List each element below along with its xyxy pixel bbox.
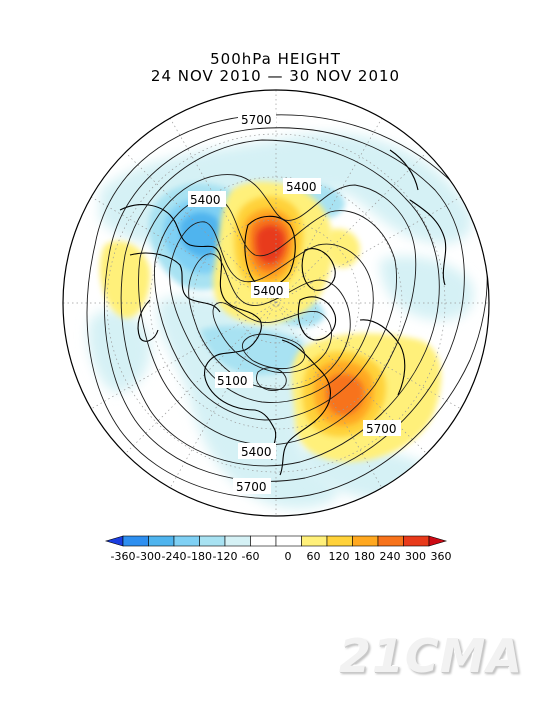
height-contours <box>86 114 488 499</box>
map-subtitle: 24 NOV 2010 — 30 NOV 2010 <box>150 67 401 85</box>
colorbar-segment <box>352 535 379 547</box>
colorbar-tick-label: 60 <box>307 550 321 563</box>
watermark-logo: 21CMA <box>338 629 523 683</box>
contour-label: 5100 <box>217 374 248 388</box>
colorbar-tick-label: -180 <box>187 550 212 563</box>
contour-label: 5400 <box>253 284 284 298</box>
colorbar-tick-label: 180 <box>354 550 375 563</box>
colorbar-tick-label: -360 <box>111 550 136 563</box>
contour-label: 5700 <box>366 422 397 436</box>
colorbar-segment <box>173 535 200 547</box>
colorbar-segment <box>301 535 328 547</box>
contour-label: 5400 <box>190 193 221 207</box>
colorbar-tick-label: -120 <box>213 550 238 563</box>
contour-label-bg <box>188 191 226 207</box>
colorbar-segment <box>122 535 149 547</box>
colorbar-tick-label: 360 <box>431 550 452 563</box>
colorbar-arrow-high <box>428 535 448 547</box>
colorbar-tick-label: -240 <box>162 550 187 563</box>
colorbar-segment <box>250 535 277 547</box>
colorbar: -360 -300 -240 -180 -120 -60 0 60 120 180 240 300 36… <box>104 535 452 563</box>
contour-label-bg <box>215 372 253 388</box>
contour-label-bg <box>251 282 289 298</box>
contour-label-group: 5700 5400 5400 5400 5100 5700 5400 5700 <box>188 111 401 494</box>
contour-label: 5400 <box>286 180 317 194</box>
contour-label: 5700 <box>241 113 272 127</box>
contour-label: 5400 <box>241 445 272 459</box>
colorbar-segment <box>275 535 302 547</box>
colorbar-tick-label: 120 <box>329 550 350 563</box>
colorbar-segment <box>326 535 353 547</box>
colorbar-segment <box>403 535 430 547</box>
colorbar-segment <box>224 535 251 547</box>
contour-label-bg <box>233 478 271 494</box>
contour-label-bg <box>238 111 276 127</box>
map-title: 500hPa HEIGHT <box>210 50 341 68</box>
colorbar-tick-label: 240 <box>380 550 401 563</box>
colorbar-segment <box>148 535 175 547</box>
colorbar-tick-label: -60 <box>242 550 260 563</box>
colorbar-tick-label: 0 <box>285 550 292 563</box>
colorbar-tick-label: -300 <box>136 550 161 563</box>
globe-outline <box>62 89 490 517</box>
colorbar-segment <box>199 535 226 547</box>
contour-label-bg <box>238 443 276 459</box>
contour-label-bg <box>283 178 321 194</box>
colorbar-tick-label: 300 <box>405 550 426 563</box>
colorbar-segment <box>377 535 404 547</box>
contour-label: 5700 <box>236 480 267 494</box>
colorbar-arrow-low <box>104 535 124 547</box>
contour-label-bg <box>363 420 401 436</box>
